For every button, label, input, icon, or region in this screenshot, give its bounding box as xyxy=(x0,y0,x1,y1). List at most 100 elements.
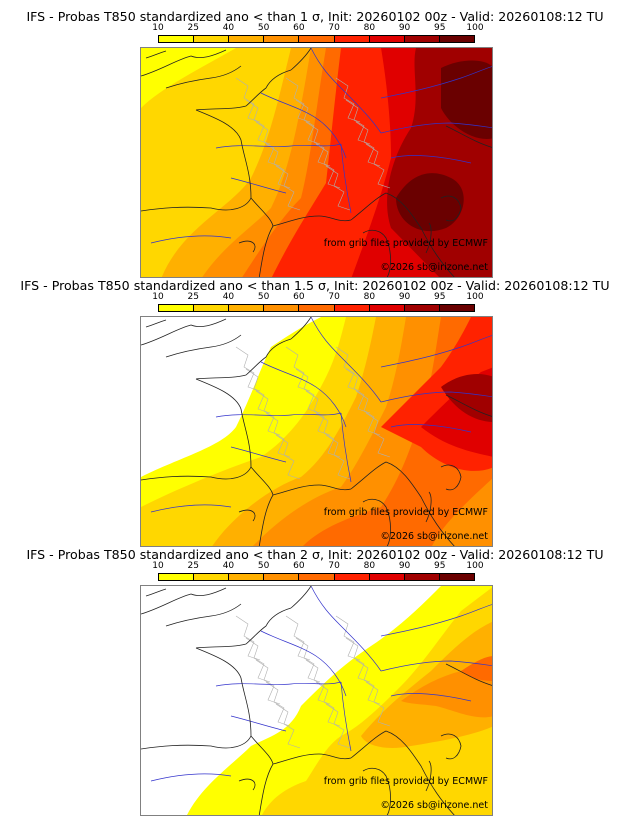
admin-boundary xyxy=(345,637,371,683)
admin-boundary xyxy=(355,659,381,705)
colorbar-tick-label: 50 xyxy=(257,292,270,302)
river-line xyxy=(340,143,352,214)
panel-1: IFS - Probas T850 standardized ano < tha… xyxy=(0,9,630,279)
colorbar-tick-label: 50 xyxy=(257,561,270,571)
probability-map: from grib files provided by ECMWF ©2026 … xyxy=(140,47,493,278)
admin-boundary xyxy=(275,434,301,480)
colorbar xyxy=(158,573,475,581)
river-line xyxy=(260,361,347,428)
colorbar-tick-label: 40 xyxy=(222,292,235,302)
panel-2: IFS - Probas T850 standardized ano < tha… xyxy=(0,278,630,548)
river-line xyxy=(310,586,382,672)
admin-boundary xyxy=(265,143,291,189)
river-line xyxy=(150,773,232,782)
coastline xyxy=(195,378,252,468)
coastline xyxy=(272,215,352,227)
coastline xyxy=(440,733,462,760)
colorbar-tick-label: 40 xyxy=(222,561,235,571)
colorbar-segment xyxy=(299,574,335,580)
coastline xyxy=(141,49,227,77)
probability-map: from grib files provided by ECMWF ©2026 … xyxy=(140,585,493,816)
colorbar-segment xyxy=(299,36,335,42)
admin-boundary xyxy=(245,368,271,414)
river-line xyxy=(380,335,492,368)
admin-boundary xyxy=(365,681,391,727)
coastline xyxy=(141,318,227,346)
coastline xyxy=(272,484,352,496)
coastline xyxy=(290,317,312,340)
coastline xyxy=(362,498,391,546)
river-line xyxy=(340,412,352,483)
colorbar-labels: 10 25 40 50 60 70 80 90 95 100 xyxy=(152,292,483,303)
coastline xyxy=(165,603,242,627)
coastline xyxy=(141,587,227,615)
admin-boundary xyxy=(325,703,351,749)
map-canvas xyxy=(141,48,492,277)
river-line xyxy=(390,424,472,433)
colorbar-tick-label: 25 xyxy=(187,292,199,302)
coastline xyxy=(165,334,242,358)
coastline xyxy=(445,125,492,148)
river-line xyxy=(215,412,342,418)
admin-boundary xyxy=(265,412,291,458)
admin-boundary xyxy=(265,681,291,727)
coastline xyxy=(272,753,352,765)
coastline xyxy=(141,197,252,212)
colorbar-tick-label: 25 xyxy=(187,23,199,33)
colorbar-tick-label: 50 xyxy=(257,23,270,33)
coastline xyxy=(195,69,292,111)
colorbar-tick-label: 90 xyxy=(398,23,411,33)
admin-boundary xyxy=(295,99,321,145)
colorbar-segment xyxy=(264,305,300,311)
river-line xyxy=(390,155,472,164)
colorbar-tick-label: 95 xyxy=(434,23,446,33)
colorbar-segment xyxy=(334,574,370,580)
admin-boundary xyxy=(275,703,301,749)
colorbar-tick-label: 100 xyxy=(466,561,484,571)
coastline xyxy=(238,240,256,253)
colorbar-segment xyxy=(439,36,474,42)
coastline xyxy=(362,767,391,815)
source-credit: from grib files provided by ECMWF xyxy=(323,507,488,518)
colorbar-segment xyxy=(264,36,300,42)
copyright-credit: ©2026 sb@irizone.net xyxy=(380,800,488,811)
admin-boundary xyxy=(365,143,391,189)
coastline xyxy=(425,760,432,792)
colorbar-tick-label: 100 xyxy=(466,292,484,302)
colorbar-segment xyxy=(334,36,370,42)
colorbar-tick-label: 60 xyxy=(293,23,305,33)
admin-boundary xyxy=(235,615,261,661)
coastline xyxy=(195,338,292,380)
coastline xyxy=(425,222,432,254)
admin-boundary xyxy=(275,165,301,211)
colorbar-segment xyxy=(229,36,265,42)
admin-boundary xyxy=(295,637,321,683)
colorbar-tick-label: 70 xyxy=(328,23,340,33)
probability-contour-25 xyxy=(262,587,492,815)
admin-boundary xyxy=(245,637,271,683)
admin-boundary xyxy=(285,77,311,123)
admin-boundary xyxy=(285,615,311,661)
colorbar-tick-label: 10 xyxy=(152,23,164,33)
admin-boundary xyxy=(315,681,341,727)
admin-boundary xyxy=(255,390,281,436)
colorbar-segment xyxy=(159,36,195,42)
colorbar-segment xyxy=(404,36,440,42)
admin-boundary xyxy=(325,434,351,480)
coastline xyxy=(445,663,492,686)
panel-title: IFS - Probas T850 standardized ano < tha… xyxy=(26,9,604,24)
probability-map: from grib files provided by ECMWF ©2026 … xyxy=(140,316,493,547)
coastline xyxy=(165,65,242,89)
coastline xyxy=(290,586,312,609)
coastline xyxy=(350,192,455,277)
colorbar-segment xyxy=(194,574,230,580)
colorbar-tick-label: 10 xyxy=(152,292,164,302)
admin-boundary xyxy=(315,412,341,458)
colorbar-tick-label: 60 xyxy=(293,292,305,302)
colorbar-segment xyxy=(159,305,195,311)
admin-boundary xyxy=(355,121,381,167)
panel-title: IFS - Probas T850 standardized ano < tha… xyxy=(26,547,604,562)
coastline xyxy=(195,607,292,649)
river-line xyxy=(310,317,382,403)
colorbar-tick-label: 10 xyxy=(152,561,164,571)
